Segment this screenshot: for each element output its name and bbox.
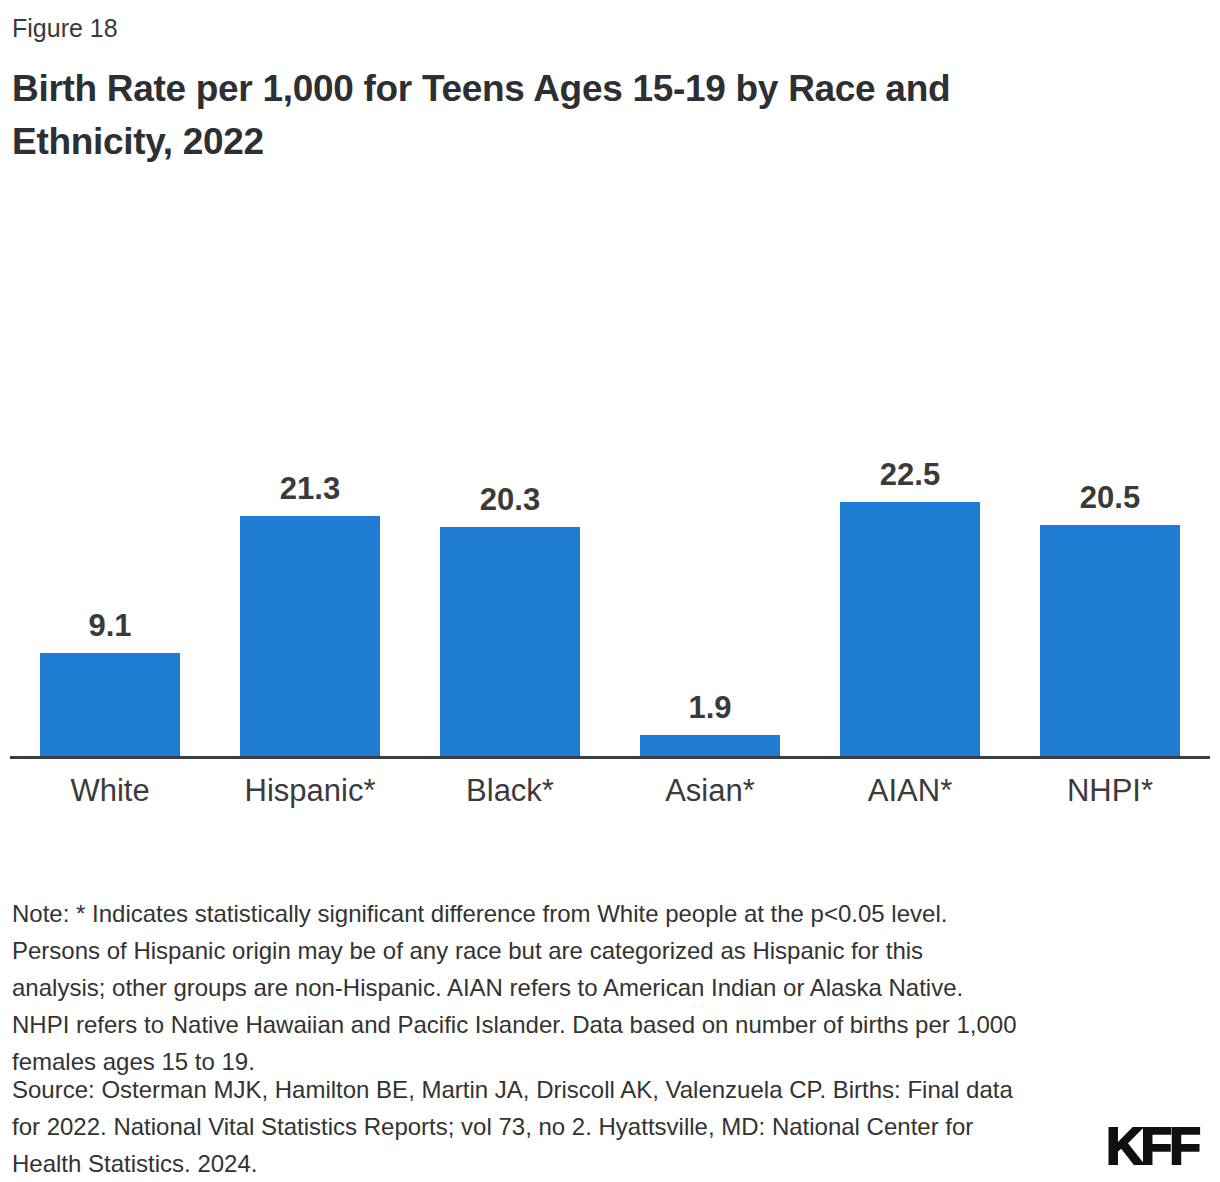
bar-value-label: 21.3: [230, 469, 390, 509]
bar-nhpi: [1040, 525, 1180, 756]
bar-hispanic: [240, 516, 380, 756]
source-line-3: Health Statistics. 2024.: [12, 1145, 1013, 1182]
bar-value-label: 20.3: [430, 480, 590, 520]
source-line-2: for 2022. National Vital Statistics Repo…: [12, 1108, 1013, 1145]
kff-logo: KFF: [1106, 1116, 1198, 1176]
note-line-3: analysis; other groups are non-Hispanic.…: [12, 969, 1017, 1006]
bar-aian: [840, 502, 980, 756]
x-axis-line: [10, 756, 1210, 759]
source-text: Source: Osterman MJK, Hamilton BE, Marti…: [12, 1071, 1013, 1182]
bar-chart: 9.1 White 21.3 Hispanic* 20.3 Black* 1.9 Asian*…: [0, 0, 1220, 860]
x-axis-label-asian: Asian*: [610, 770, 810, 812]
note-text: Note: * Indicates statistically signific…: [12, 895, 1017, 1080]
x-axis-label-nhpi: NHPI*: [1010, 770, 1210, 812]
bar-value-label: 9.1: [30, 606, 190, 646]
bar-black: [440, 527, 580, 756]
x-axis-label-aian: AIAN*: [810, 770, 1010, 812]
bar-value-label: 22.5: [830, 455, 990, 495]
bar-asian: [640, 735, 780, 756]
bar-white: [40, 653, 180, 756]
x-axis-label-white: White: [10, 770, 210, 812]
source-line-1: Source: Osterman MJK, Hamilton BE, Marti…: [12, 1071, 1013, 1108]
note-line-4: NHPI refers to Native Hawaiian and Pacif…: [12, 1006, 1017, 1043]
kff-figure-page: Figure 18 Birth Rate per 1,000 for Teens…: [0, 0, 1220, 1182]
x-axis-label-hispanic: Hispanic*: [210, 770, 410, 812]
bar-value-label: 1.9: [630, 688, 790, 728]
note-line-1: Note: * Indicates statistically signific…: [12, 895, 1017, 932]
x-axis-label-black: Black*: [410, 770, 610, 812]
bar-value-label: 20.5: [1030, 478, 1190, 518]
note-line-2: Persons of Hispanic origin may be of any…: [12, 932, 1017, 969]
